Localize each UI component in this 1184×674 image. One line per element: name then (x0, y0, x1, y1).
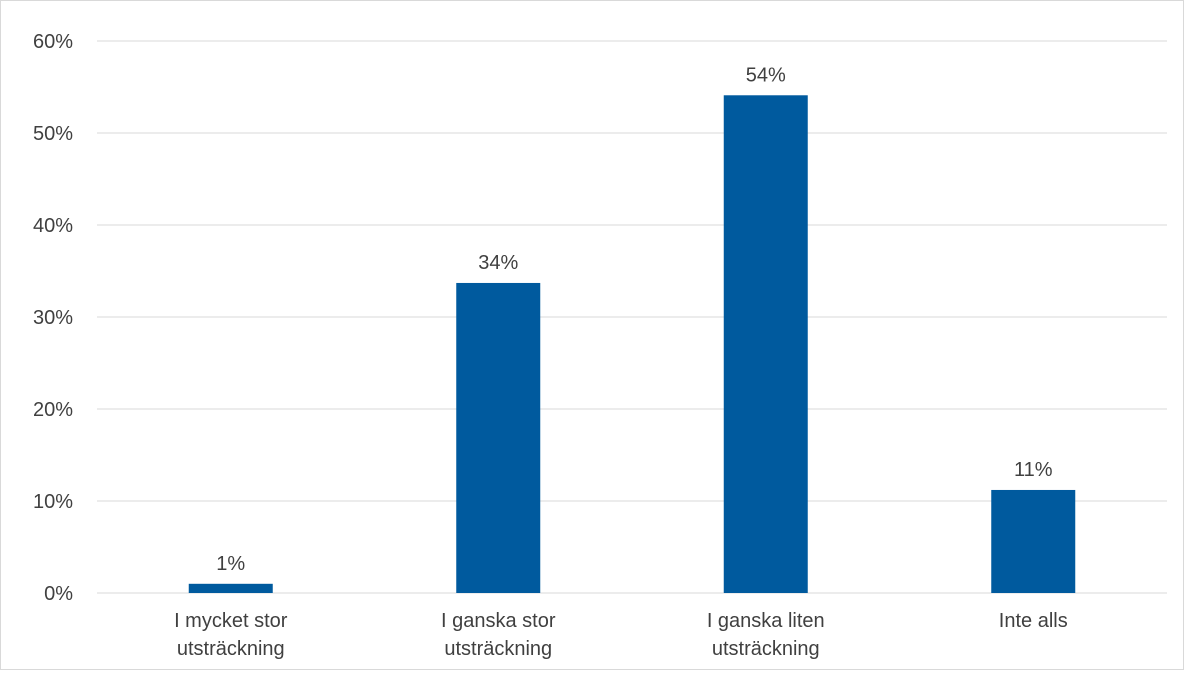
y-tick-label: 0% (44, 583, 73, 605)
category-label: utsträckning (712, 638, 820, 660)
category-label: utsträckning (177, 638, 285, 660)
y-tick-label: 60% (33, 31, 73, 53)
data-labels: 1% 34% 54% 11% (216, 64, 1052, 575)
category-label: utsträckning (444, 638, 552, 660)
data-label: 11% (1014, 459, 1053, 481)
category-label: I ganska stor (441, 610, 556, 632)
y-tick-label: 50% (33, 123, 73, 145)
bar (991, 489, 1076, 593)
gridlines (97, 40, 1167, 594)
category-label: I ganska liten (707, 610, 825, 632)
bar (723, 95, 808, 593)
data-label: 1% (216, 553, 245, 575)
bar (188, 583, 273, 593)
y-tick-label: 10% (33, 491, 73, 513)
y-tick-label: 40% (33, 215, 73, 237)
y-tick-label: 30% (33, 307, 73, 329)
category-label: Inte alls (999, 610, 1068, 632)
y-axis-tick-labels: 0% 10% 20% 30% 40% 50% 60% (33, 31, 73, 605)
bar (456, 282, 541, 593)
bars (188, 95, 1076, 593)
data-label: 54% (746, 64, 786, 86)
category-label: I mycket stor (174, 610, 288, 632)
data-label: 34% (478, 252, 518, 274)
y-tick-label: 20% (33, 399, 73, 421)
x-axis-category-labels: I mycket stor utsträckning I ganska stor ut… (174, 610, 1068, 660)
